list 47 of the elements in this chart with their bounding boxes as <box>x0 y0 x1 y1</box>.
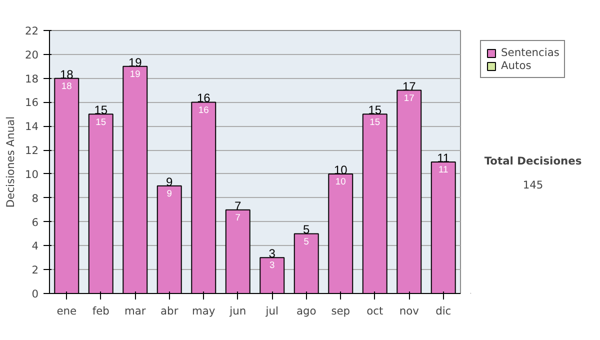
data-label: 16 <box>198 104 209 115</box>
y-tick-label: 6 <box>32 216 39 229</box>
x-tick-label: ago <box>296 304 316 318</box>
total-label: 5 <box>303 222 310 237</box>
y-axis-title: Decisiones Anual <box>4 116 17 208</box>
y-tick-label: 16 <box>24 96 39 110</box>
y-tick-label: 20 <box>24 48 39 62</box>
text: Total Decisiones <box>484 154 582 168</box>
text: 145 <box>522 178 544 192</box>
data-label: 5 <box>304 236 309 246</box>
total-label: 3 <box>268 246 276 261</box>
x-tick-label: jun <box>228 304 246 318</box>
x-tick-label: ene <box>56 304 77 318</box>
data-label: 10 <box>335 176 346 187</box>
x-tick-label: jul <box>264 304 278 318</box>
x-tick-label: nov <box>399 304 419 318</box>
x-tick-label: sep <box>331 304 350 318</box>
y-tick-label: 4 <box>32 240 39 253</box>
data-label: 9 <box>166 188 172 198</box>
data-label: 19 <box>130 68 140 79</box>
x-tick-label: mar <box>124 304 146 318</box>
x-tick-label: oct <box>366 304 384 318</box>
y-tick-label: 18 <box>24 72 39 86</box>
legend-label: Sentencias <box>501 46 560 59</box>
data-label: 15 <box>96 116 106 127</box>
data-label: 18 <box>61 80 72 91</box>
y-tick-label: 14 <box>24 120 39 134</box>
y-tick-label: 0 <box>32 288 39 300</box>
total-label: 15 <box>94 103 108 118</box>
total-label: 15 <box>368 103 382 118</box>
legend-label: Autos <box>501 59 532 72</box>
x-tick-label: dic <box>436 304 452 318</box>
x-tick-label: may <box>192 304 216 318</box>
total-label: 16 <box>196 91 211 106</box>
data-label: 7 <box>235 212 240 222</box>
y-tick-label: 12 <box>24 144 39 158</box>
data-label: 15 <box>370 116 380 127</box>
y-tick-label: 2 <box>32 264 38 277</box>
data-label: 3 <box>270 260 275 270</box>
data-label: 17 <box>404 92 414 103</box>
data-label: 11 <box>438 164 448 175</box>
total-label: 7 <box>234 198 242 213</box>
x-tick-label: feb <box>92 304 110 318</box>
y-tick-label: 8 <box>32 192 39 205</box>
x-tick-label: abr <box>160 304 179 318</box>
y-tick-label: 22 <box>24 24 39 38</box>
y-tick-label: 10 <box>24 168 39 181</box>
